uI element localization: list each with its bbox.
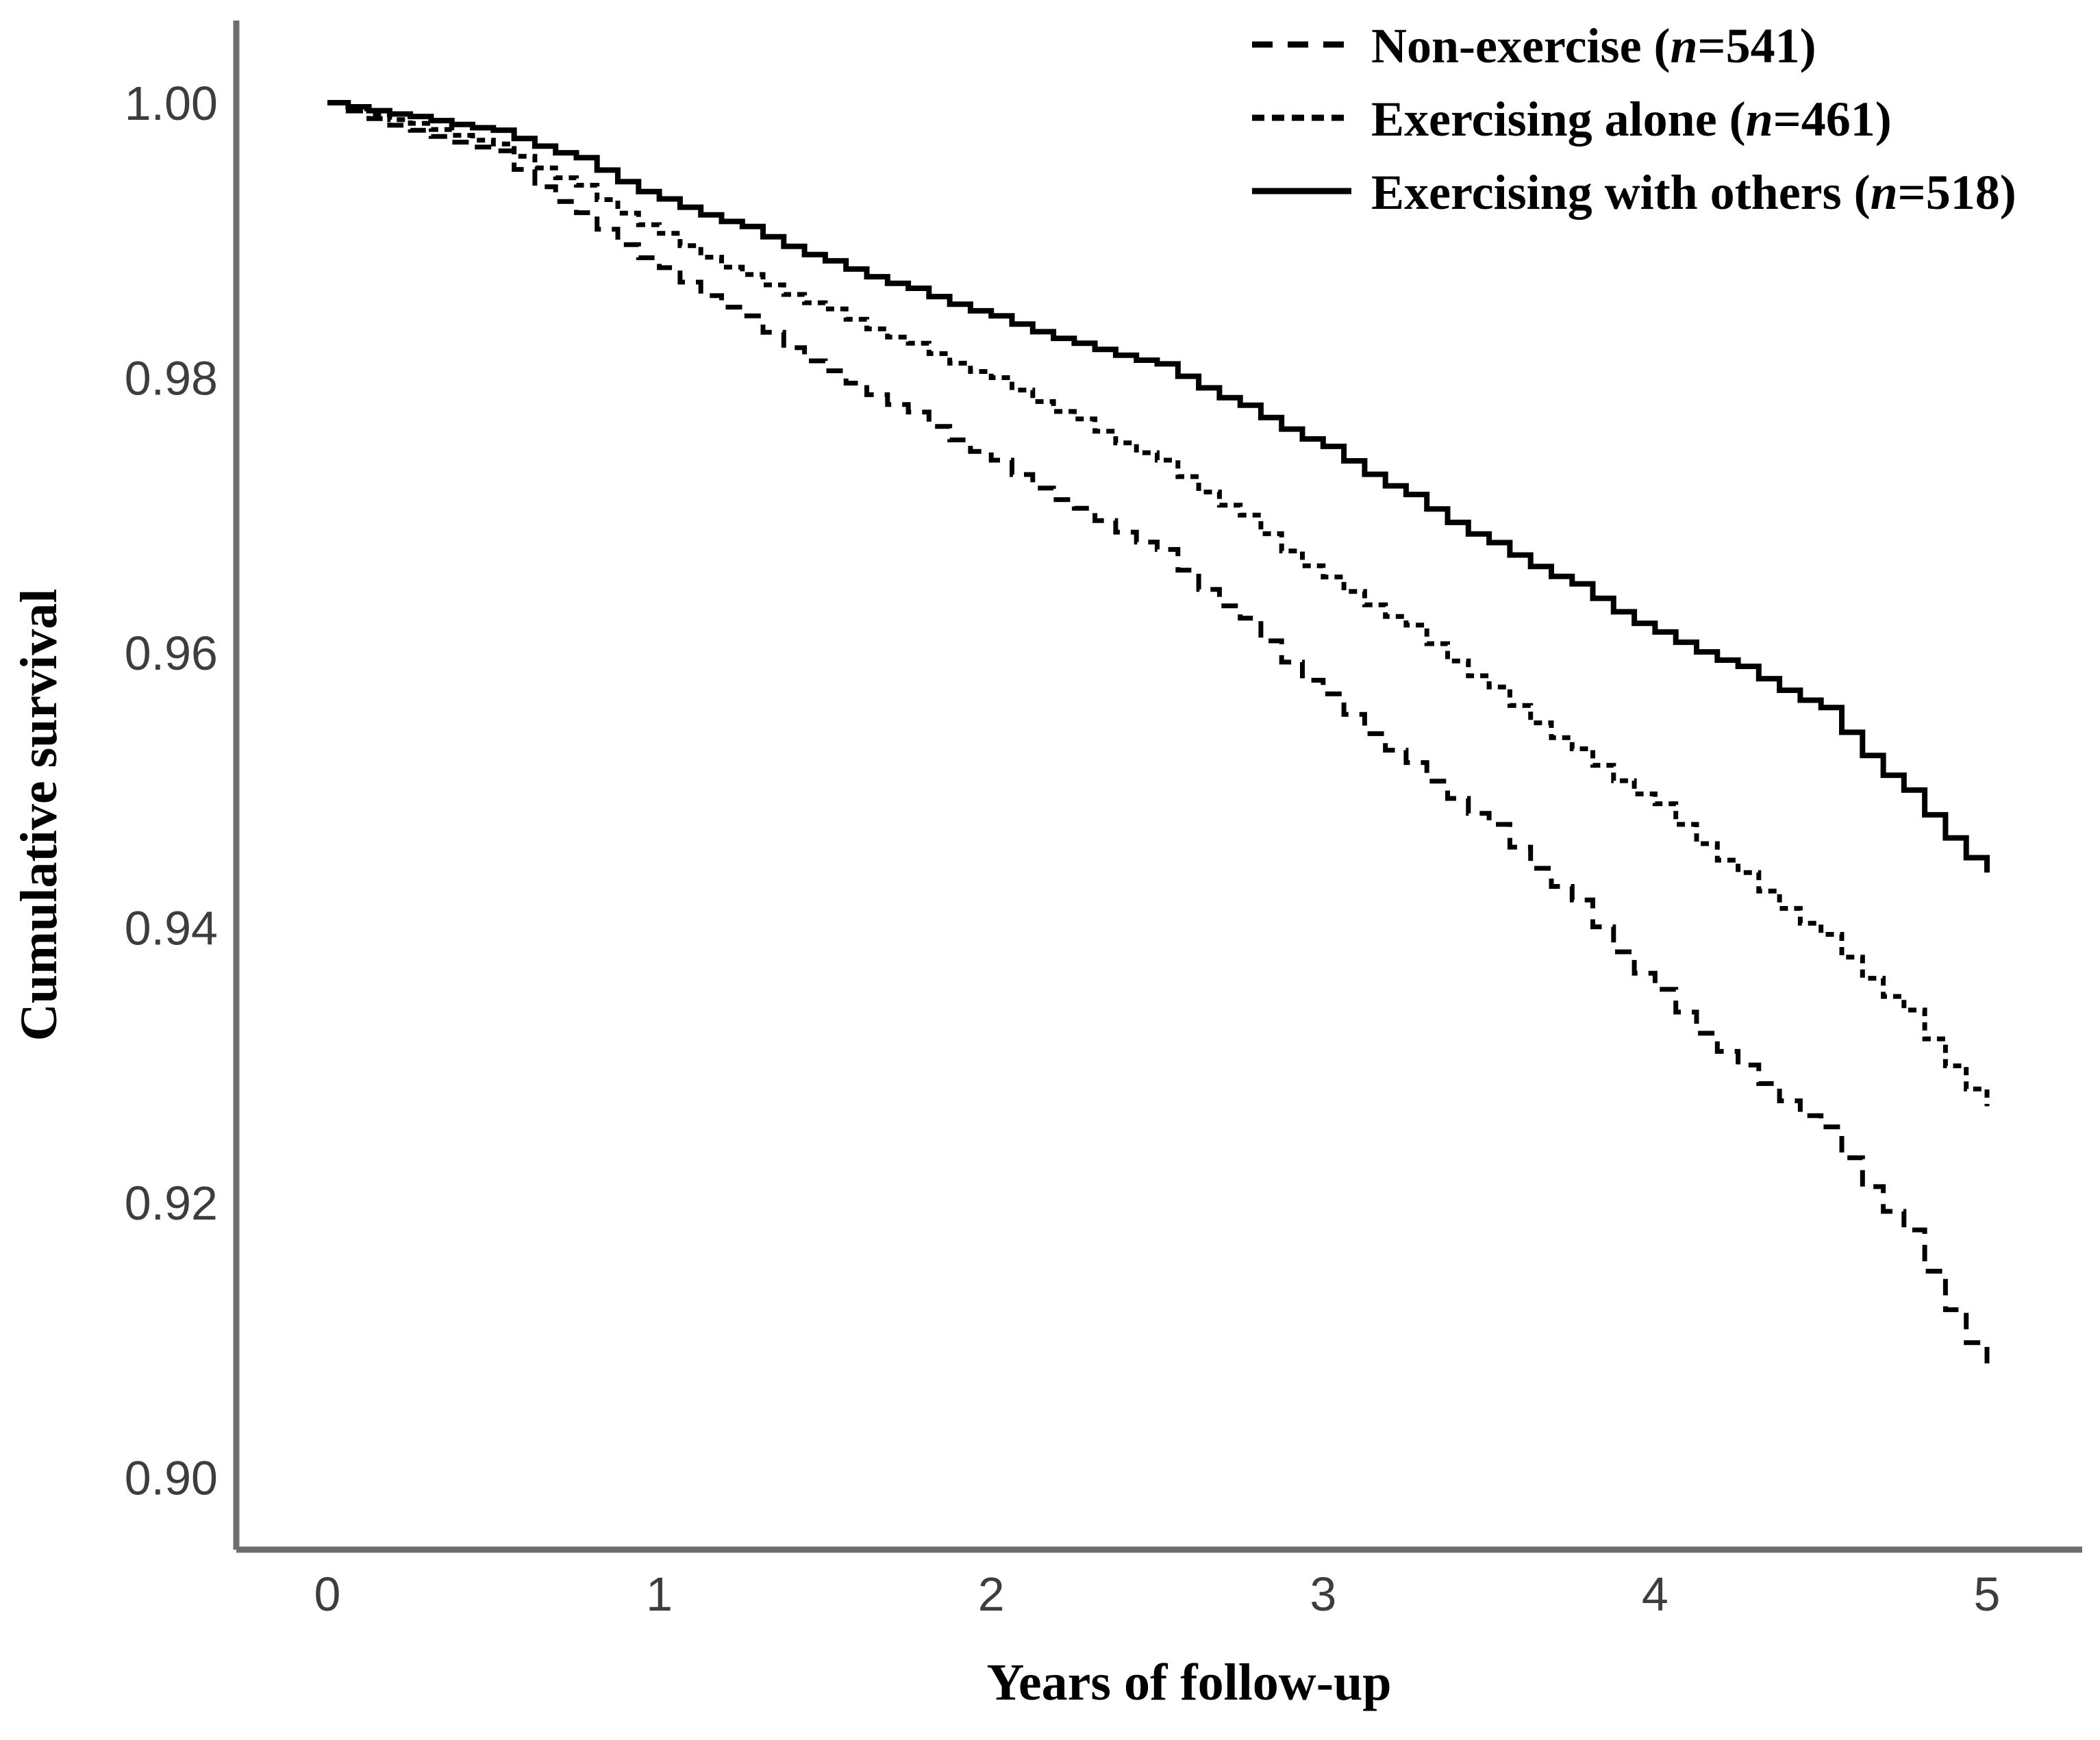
y-tick-label: 1.00	[125, 77, 218, 130]
x-tick-label: 3	[1310, 1567, 1336, 1621]
legend-item: Exercising alone (n=461)	[1252, 92, 1892, 147]
survival-curve-exercising-alone	[327, 100, 1990, 1107]
y-axis-tick-labels: 1.00 0.98 0.96 0.94 0.92 0.90	[125, 77, 218, 1505]
legend-label: Exercising alone (n=461)	[1371, 92, 1892, 147]
x-tick-label: 5	[1974, 1567, 2001, 1621]
x-tick-label: 0	[314, 1567, 341, 1621]
y-tick-label: 0.94	[125, 902, 218, 955]
y-tick-label: 0.90	[125, 1452, 218, 1505]
legend-item: Non-exercise (n=541)	[1252, 18, 1816, 73]
legend-label: Non-exercise (n=541)	[1371, 18, 1816, 73]
survival-curve-exercising-with-others	[327, 100, 1990, 873]
legend: Non-exercise (n=541) Exercising alone (n=…	[1252, 18, 2016, 220]
x-tick-label: 2	[978, 1567, 1005, 1621]
y-tick-label: 0.96	[125, 627, 218, 680]
x-axis-tick-labels: 0 1 2 3 4 5	[314, 1567, 2001, 1621]
survival-curves	[327, 100, 1990, 1367]
legend-item: Exercising with others (n=518)	[1252, 165, 2016, 220]
x-tick-label: 1	[646, 1567, 673, 1621]
y-tick-label: 0.92	[125, 1176, 218, 1230]
y-axis-title: Cumulative survival	[10, 589, 68, 1042]
y-tick-label: 0.98	[125, 352, 218, 405]
x-axis-title: Years of follow-up	[986, 1654, 1391, 1711]
legend-label: Exercising with others (n=518)	[1371, 165, 2016, 220]
x-tick-label: 4	[1642, 1567, 1668, 1621]
survival-curve-non-exercise	[327, 100, 1990, 1367]
